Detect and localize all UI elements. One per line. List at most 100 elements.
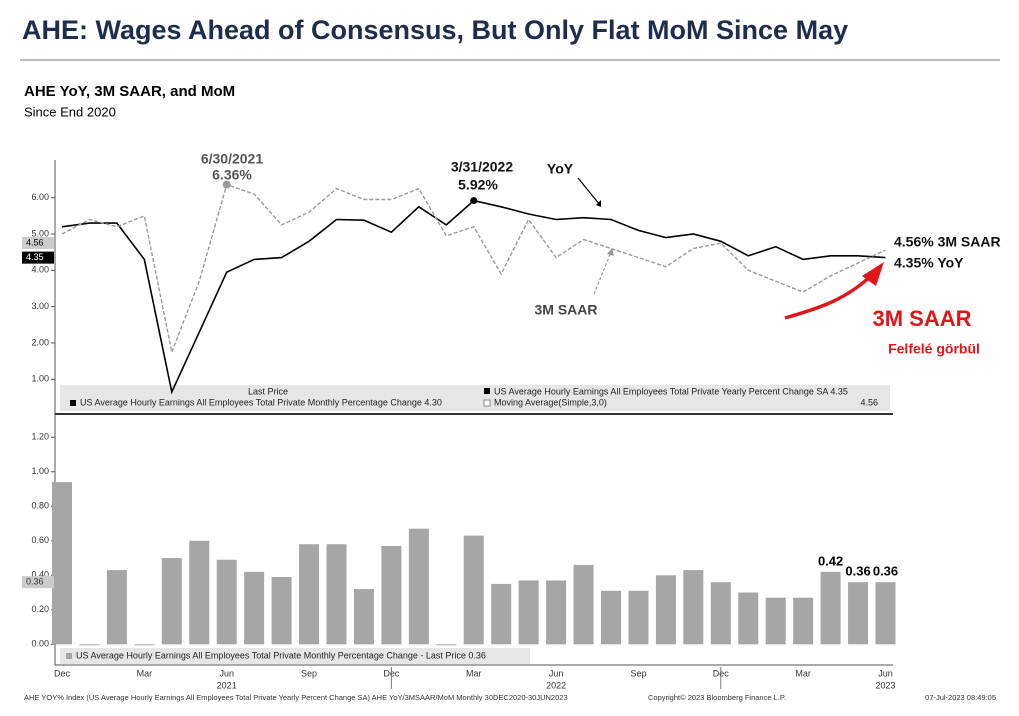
red-arrow-head: [862, 262, 884, 286]
legend-text: US Average Hourly Earnings All Employees…: [80, 397, 442, 407]
data-label: 0.36: [845, 564, 870, 579]
annotation: 4.56% 3M SAAR: [894, 234, 1001, 250]
legend-swatch: [484, 388, 490, 394]
year-label: 2021: [217, 680, 237, 690]
red-arrow: [784, 273, 874, 320]
bar: [463, 535, 484, 645]
arrow: [577, 177, 601, 206]
legend-swatch: [70, 400, 76, 406]
bar: [216, 559, 237, 645]
peak-point: [222, 180, 231, 189]
legend-swatch: [66, 653, 72, 659]
data-label: 0.42: [818, 553, 843, 568]
series-label: 3M SAAR: [534, 302, 597, 318]
legend-box: [60, 385, 890, 411]
y-tick-label: 6.00: [31, 192, 49, 202]
arrow: [593, 251, 612, 295]
bar: [106, 570, 127, 645]
x-tick-label: Jun: [549, 668, 564, 678]
page-title: AHE: Wages Ahead of Consensus, But Only …: [22, 15, 848, 45]
bar: [79, 644, 100, 646]
annotation: 5.92%: [458, 177, 498, 193]
bar: [244, 571, 265, 645]
bar: [189, 540, 210, 645]
y-tick-label: 5.00: [31, 228, 49, 238]
x-tick-label: Mar: [466, 668, 482, 678]
legend-text: Moving Average(Simple,3,0): [494, 397, 607, 407]
x-tick-label: Mar: [137, 668, 153, 678]
legend-text: US Average Hourly Earnings All Employees…: [494, 386, 848, 396]
bar: [710, 582, 731, 645]
annotation: 6.36%: [212, 167, 252, 183]
bar: [491, 583, 512, 645]
series-line: [61, 183, 886, 355]
y-tick-label: 4.00: [31, 265, 49, 275]
bar: [381, 545, 402, 645]
annotation: 4.35% YoY: [894, 255, 964, 271]
legend-value: 4.56: [860, 397, 878, 407]
x-tick-label: Sep: [301, 668, 317, 678]
x-tick-label: Mar: [795, 668, 811, 678]
bar: [820, 571, 841, 645]
y-tick-label: 0.80: [31, 501, 49, 511]
y-tick-label: 1.20: [31, 432, 49, 442]
arrow-head: [607, 248, 614, 256]
chart-title: AHE YoY, 3M SAAR, and MoM: [24, 83, 235, 100]
annotation: 6/30/2021: [201, 151, 263, 167]
footer-time: 07-Jul-2023 08:49:05: [925, 693, 996, 702]
y-tick-label: 0.40: [31, 570, 49, 580]
legend-box: [60, 648, 530, 664]
bar: [134, 644, 155, 646]
peak-point: [470, 197, 478, 205]
bar: [518, 580, 539, 645]
callout-note: Felfelé görbül: [888, 341, 980, 357]
bar: [271, 577, 292, 645]
arrow-head: [596, 200, 601, 207]
last-price-box: [22, 251, 54, 264]
legend-swatch: [483, 399, 491, 407]
x-tick-label: Jun: [878, 668, 893, 678]
bar: [161, 558, 182, 645]
bar: [628, 590, 649, 645]
x-tick-label: Sep: [630, 668, 646, 678]
last-price-label: 4.56: [26, 237, 44, 247]
callout-title: 3M SAAR: [872, 306, 971, 331]
last-price-box: [22, 236, 54, 249]
bar: [738, 592, 759, 645]
bar: [601, 590, 621, 645]
bar: [52, 482, 72, 645]
y-tick-label: 0.00: [31, 639, 49, 649]
bar: [793, 597, 814, 645]
y-tick-label: 0.60: [31, 535, 49, 545]
bar: [326, 544, 347, 645]
annotation: 3/31/2022: [451, 159, 513, 175]
y-tick-label: 0.20: [31, 604, 49, 614]
x-tick-label: Dec: [54, 668, 71, 678]
last-price-label: 4.35: [26, 252, 44, 262]
bar: [573, 564, 594, 645]
y-tick-label: 2.00: [31, 337, 49, 347]
series-line: [61, 199, 886, 395]
last-price-box: [22, 576, 54, 589]
legend-header: Last Price: [248, 386, 288, 396]
bar: [848, 582, 869, 645]
bar: [546, 580, 567, 645]
chart-subtitle: Since End 2020: [24, 104, 116, 119]
bar: [875, 582, 896, 645]
year-label: 2023: [875, 680, 895, 690]
series-label: YoY: [547, 161, 574, 177]
y-tick-label: 1.00: [31, 466, 49, 476]
y-tick-label: 3.00: [31, 301, 49, 311]
y-tick-label: 1.00: [31, 374, 49, 384]
bar: [299, 544, 320, 645]
bar: [683, 570, 704, 645]
bar: [353, 589, 374, 645]
bar: [408, 528, 429, 645]
data-label: 0.36: [873, 564, 898, 579]
year-label: 2022: [546, 680, 566, 690]
bar: [655, 575, 676, 645]
bar: [436, 644, 457, 646]
bar: [765, 597, 786, 645]
footer-copyright: Copyright© 2023 Bloomberg Finance L.P.: [648, 693, 786, 702]
